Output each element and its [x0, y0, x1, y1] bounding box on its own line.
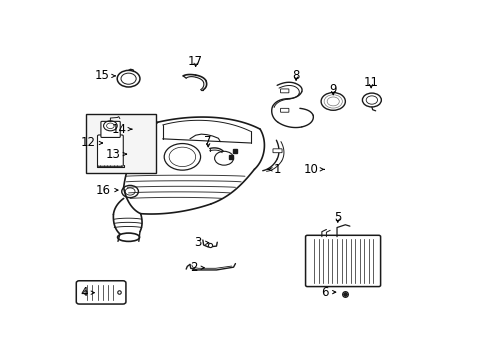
FancyBboxPatch shape [305, 235, 380, 287]
Text: 5: 5 [333, 211, 341, 224]
FancyBboxPatch shape [76, 281, 126, 304]
FancyBboxPatch shape [97, 135, 123, 166]
Text: 14: 14 [111, 123, 132, 136]
FancyBboxPatch shape [280, 108, 288, 112]
Text: 10: 10 [303, 163, 324, 176]
Bar [85, 114, 156, 174]
Text: 1: 1 [267, 163, 280, 176]
Text: 16: 16 [96, 184, 118, 197]
Text: 11: 11 [363, 76, 378, 89]
Text: 17: 17 [188, 55, 203, 68]
Text: 3: 3 [194, 236, 208, 249]
FancyBboxPatch shape [280, 89, 288, 93]
Text: 9: 9 [329, 83, 336, 96]
Text: 8: 8 [292, 68, 299, 82]
FancyBboxPatch shape [272, 149, 282, 153]
Text: 15: 15 [94, 69, 115, 82]
Text: 2: 2 [190, 261, 204, 274]
Text: 13: 13 [106, 148, 126, 161]
Text: 12: 12 [81, 136, 102, 149]
Text: 6: 6 [320, 285, 335, 299]
Text: 7: 7 [204, 135, 211, 148]
Text: 4: 4 [80, 286, 94, 299]
FancyBboxPatch shape [101, 121, 120, 138]
